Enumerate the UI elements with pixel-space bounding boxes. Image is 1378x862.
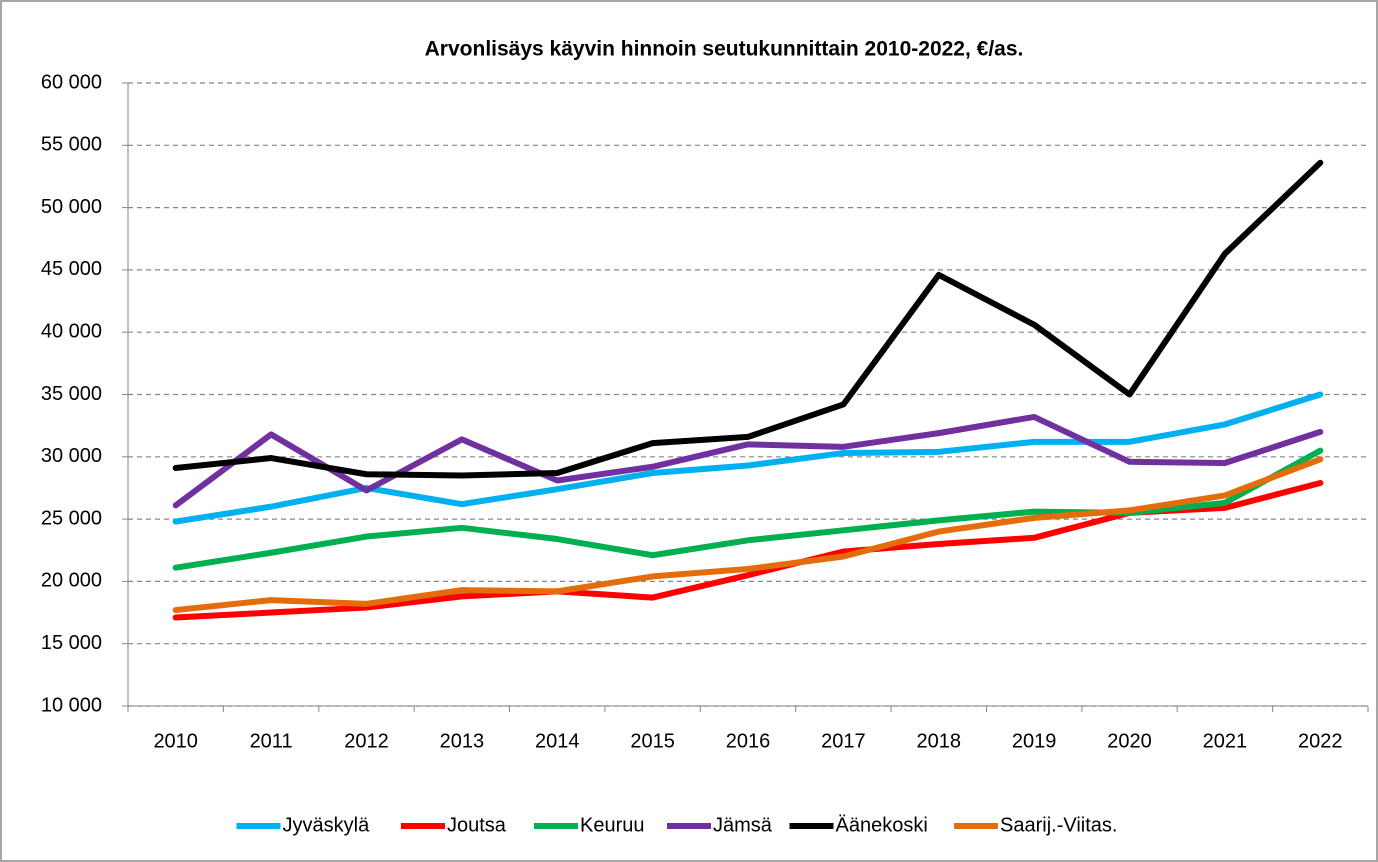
y-tick-label: 40 000 — [41, 320, 102, 342]
x-tick-label: 2018 — [917, 730, 962, 752]
y-tick-label: 20 000 — [41, 570, 102, 592]
legend-label: Äänekoski — [836, 814, 928, 836]
y-tick-label: 25 000 — [41, 507, 102, 529]
x-tick-label: 2017 — [821, 730, 866, 752]
legend-label: Keuruu — [580, 814, 645, 836]
y-tick-label: 50 000 — [41, 196, 102, 218]
series-line — [172, 456, 1324, 614]
x-tick-label: 2010 — [153, 730, 198, 752]
chart-title: Arvonlisäys käyvin hinnoin seutukunnitta… — [425, 38, 1024, 61]
x-tick-label: 2014 — [535, 730, 580, 752]
series-line — [172, 159, 1324, 479]
x-tick-label: 2022 — [1298, 730, 1343, 752]
x-tick-label: 2021 — [1203, 730, 1248, 752]
x-tick-label: 2016 — [726, 730, 771, 752]
legend-label: Jyväskylä — [283, 814, 371, 836]
x-tick-label: 2019 — [1012, 730, 1057, 752]
x-tick-label: 2013 — [440, 730, 485, 752]
y-tick-label: 35 000 — [41, 383, 102, 405]
y-tick-label: 60 000 — [41, 71, 102, 93]
legend-label: Joutsa — [447, 814, 507, 836]
y-tick-label: 55 000 — [41, 134, 102, 156]
x-tick-label: 2015 — [630, 730, 675, 752]
y-tick-label: 15 000 — [41, 632, 102, 654]
x-tick-label: 2012 — [344, 730, 389, 752]
y-tick-label: 45 000 — [41, 258, 102, 280]
x-tick-label: 2011 — [250, 730, 293, 752]
series-line — [172, 413, 1324, 509]
x-tick-label: 2020 — [1107, 730, 1152, 752]
y-tick-label: 30 000 — [41, 445, 102, 467]
legend-label: Saarij.-Viitas. — [1000, 814, 1117, 836]
y-tick-label: 10 000 — [41, 694, 102, 716]
legend-label: Jämsä — [713, 814, 773, 836]
